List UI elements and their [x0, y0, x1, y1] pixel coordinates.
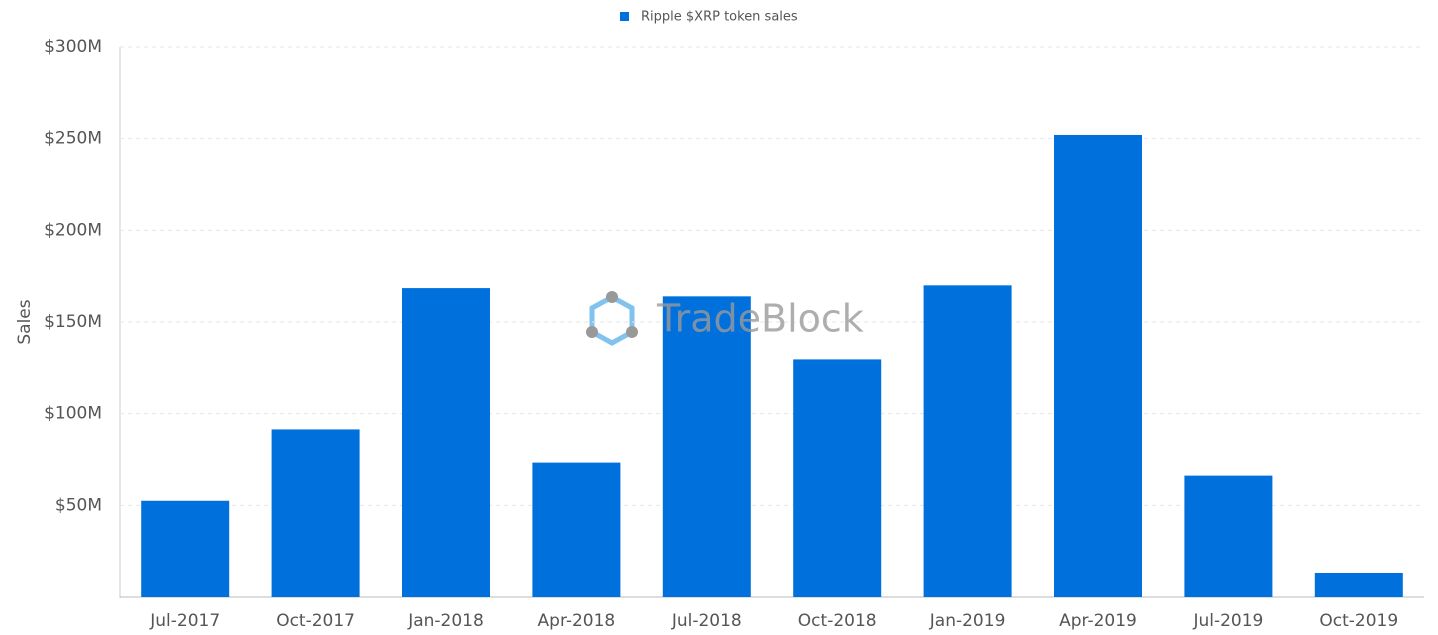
- bar: [923, 285, 1012, 597]
- bar: [271, 429, 360, 597]
- bar: [1314, 572, 1403, 597]
- bar: [662, 296, 751, 597]
- bar: [402, 288, 490, 597]
- y-tick-label: $200M: [44, 220, 102, 240]
- y-axis-title: Sales: [15, 299, 35, 344]
- y-tick-label: $150M: [44, 312, 102, 332]
- x-tick-label: Jan-2019: [929, 611, 1006, 631]
- bar: [793, 359, 882, 597]
- legend-swatch: [620, 12, 629, 21]
- x-tick-label: Apr-2018: [538, 611, 616, 631]
- y-tick-label: $250M: [44, 129, 102, 149]
- bar: [1054, 135, 1142, 597]
- legend-label: Ripple $XRP token sales: [641, 10, 798, 25]
- bar: [1184, 475, 1273, 597]
- y-tick-label: $50M: [55, 495, 102, 515]
- bar: [141, 500, 230, 597]
- x-tick-label: Oct-2017: [276, 611, 355, 631]
- y-tick-label: $300M: [44, 37, 102, 57]
- x-tick-label: Jan-2018: [407, 611, 484, 631]
- watermark: TradeBlock: [656, 297, 864, 341]
- x-tick-label: Jul-2019: [1192, 611, 1263, 631]
- watermark-logo: [586, 291, 638, 346]
- bar: [532, 462, 621, 597]
- y-tick-label: $100M: [44, 404, 102, 424]
- x-tick-label: Jul-2018: [671, 611, 742, 631]
- x-tick-label: Apr-2019: [1059, 611, 1137, 631]
- x-tick-label: Jul-2017: [149, 611, 220, 631]
- x-tick-label: Oct-2019: [1319, 611, 1398, 631]
- x-tick-label: Oct-2018: [798, 611, 877, 631]
